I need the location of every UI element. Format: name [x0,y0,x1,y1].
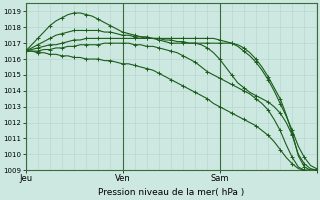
X-axis label: Pression niveau de la mer( hPa ): Pression niveau de la mer( hPa ) [98,188,244,197]
